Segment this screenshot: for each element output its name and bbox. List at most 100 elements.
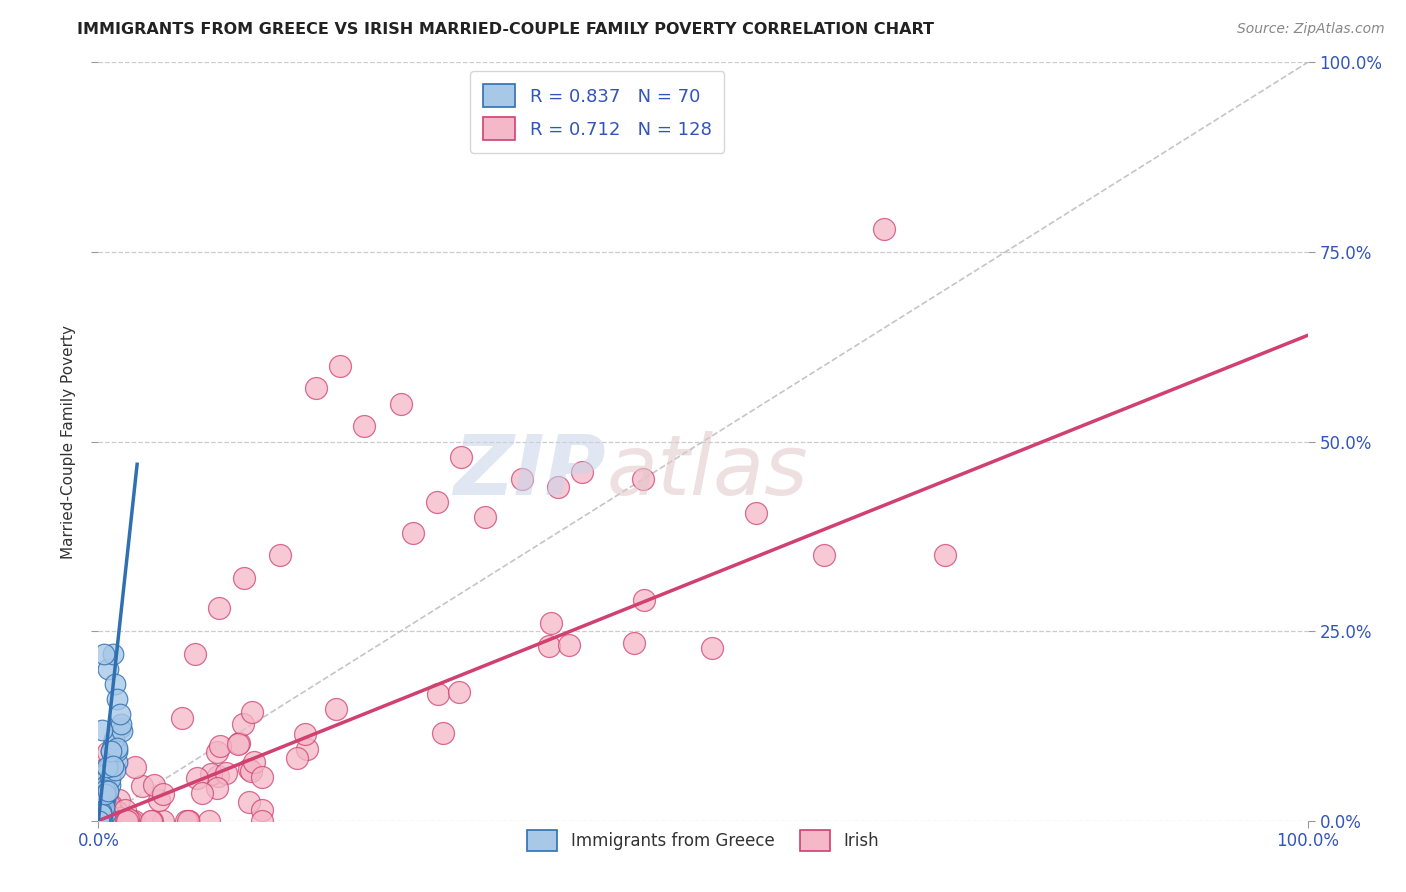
Point (89, 812, 111, 826)
Point (104, 743, 127, 757)
Point (89, 813, 111, 827)
Point (100, 744, 122, 758)
Point (90, 814, 112, 828)
Point (90, 808, 112, 822)
Point (329, 359, 352, 373)
Point (186, 771, 208, 785)
Point (105, 805, 128, 820)
Point (93, 787, 115, 801)
Point (93, 799, 115, 814)
Point (208, 739, 231, 753)
Point (97, 814, 120, 828)
Point (94, 782, 117, 797)
Point (91, 794, 114, 808)
Point (90, 792, 112, 806)
Point (232, 571, 254, 585)
Point (91, 723, 114, 737)
Point (94, 814, 117, 828)
Point (89, 814, 111, 828)
Point (90, 803, 112, 817)
Point (91, 814, 114, 828)
Point (250, 803, 273, 817)
Point (110, 717, 132, 731)
Point (97, 662, 120, 676)
Point (934, 548, 956, 563)
Point (90, 801, 112, 815)
Point (89, 799, 111, 814)
Point (89, 791, 111, 805)
Legend: Immigrants from Greece, Irish: Immigrants from Greece, Irish (520, 823, 886, 858)
Point (432, 726, 454, 740)
Point (111, 724, 134, 739)
Point (152, 814, 174, 828)
Point (571, 465, 593, 479)
Point (105, 814, 128, 828)
Point (208, 601, 231, 615)
Point (238, 762, 260, 776)
Point (170, 711, 193, 725)
Point (98, 772, 121, 787)
Point (91, 763, 114, 777)
Point (294, 727, 316, 741)
Point (191, 786, 214, 800)
Point (90, 811, 112, 825)
Point (184, 647, 207, 661)
Point (558, 638, 581, 652)
Point (131, 779, 153, 793)
Point (90, 794, 112, 808)
Point (96, 760, 118, 774)
Point (100, 764, 122, 778)
Point (87, 811, 110, 825)
Point (93, 784, 115, 798)
Point (90, 807, 112, 822)
Point (89, 805, 111, 820)
Point (238, 795, 260, 809)
Point (91, 801, 114, 815)
Point (96, 814, 118, 828)
Point (174, 814, 197, 828)
Point (89, 798, 111, 813)
Point (207, 769, 229, 783)
Point (450, 450, 472, 464)
Point (124, 760, 146, 774)
Point (89, 794, 111, 808)
Point (91, 795, 114, 809)
Point (96, 805, 118, 820)
Point (108, 811, 131, 825)
Point (87, 814, 110, 828)
Point (90, 814, 112, 828)
Point (93, 814, 115, 828)
Point (540, 616, 562, 631)
Point (90, 814, 112, 828)
Point (93, 792, 115, 806)
Point (101, 647, 124, 661)
Point (94, 780, 117, 795)
Point (120, 814, 142, 828)
Point (104, 677, 127, 691)
Point (325, 702, 347, 716)
Point (90, 776, 112, 790)
Point (250, 770, 273, 784)
Point (143, 778, 166, 792)
Point (148, 792, 170, 806)
Point (114, 803, 136, 817)
Point (94, 786, 117, 800)
Point (90, 805, 112, 819)
Point (117, 814, 139, 828)
Point (90, 802, 112, 816)
Point (115, 814, 138, 828)
Point (285, 751, 308, 765)
Point (93, 779, 115, 793)
Point (103, 731, 125, 746)
Point (243, 755, 266, 769)
Point (94, 767, 117, 781)
Point (813, 548, 835, 563)
Point (101, 814, 124, 828)
Point (228, 736, 250, 750)
Point (389, 396, 412, 410)
Point (89, 814, 111, 828)
Point (547, 480, 569, 494)
Point (141, 814, 163, 828)
Point (87, 814, 110, 828)
Point (96, 763, 118, 777)
